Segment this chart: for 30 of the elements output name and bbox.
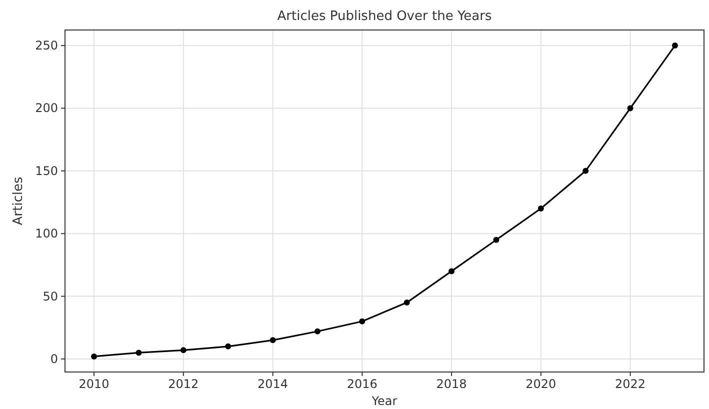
point <box>672 42 678 49</box>
point <box>538 206 544 212</box>
point <box>404 300 410 306</box>
x-tick-label: 2016 <box>346 377 378 391</box>
y-tick-label: 250 <box>35 38 58 53</box>
point <box>493 236 500 243</box>
x-tick-label: 2020 <box>526 377 556 391</box>
y-axis-title: Articles <box>11 176 26 226</box>
point <box>582 168 589 174</box>
point <box>270 337 276 344</box>
x-axis-title: Year <box>370 394 398 408</box>
y-tick-label: 50 <box>42 289 58 304</box>
y-tick-label: 100 <box>35 226 58 241</box>
y-tick-label: 200 <box>35 101 58 116</box>
point <box>627 105 634 112</box>
point <box>136 350 142 356</box>
x-tick-label: 2012 <box>168 377 199 391</box>
x-tick-label: 2018 <box>436 377 467 391</box>
point <box>91 353 98 360</box>
point <box>448 268 455 274</box>
point <box>314 328 320 334</box>
x-tick-label: 2022 <box>614 377 646 391</box>
x-tick-label: 2014 <box>258 377 288 391</box>
point <box>359 318 366 324</box>
y-tick-label: 0 <box>50 352 58 366</box>
point <box>180 347 186 354</box>
point <box>225 343 232 350</box>
chart-title: Articles Published Over the Years <box>277 9 492 24</box>
x-tick-label: 2010 <box>78 377 110 391</box>
y-tick-label: 150 <box>35 164 58 178</box>
